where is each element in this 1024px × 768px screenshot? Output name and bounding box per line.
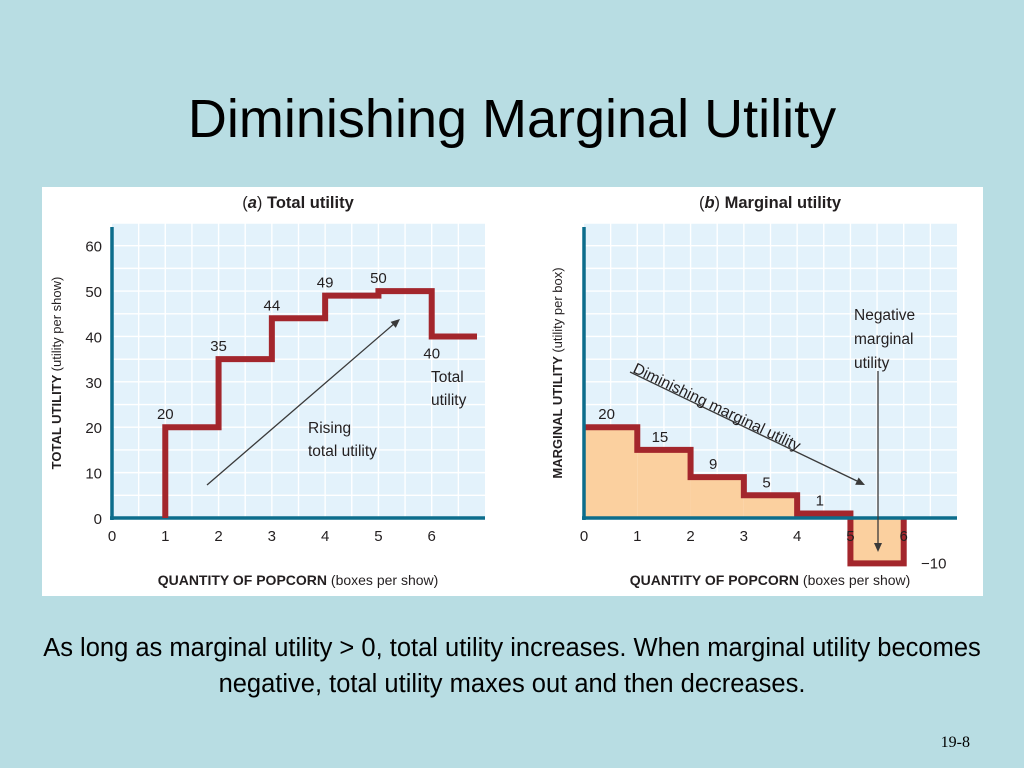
rising-total-utility-label-line-2: total utility [308, 443, 377, 460]
marginal-utility-data-label: 9 [709, 456, 717, 473]
total-utility-x-tick: 3 [268, 528, 276, 545]
marginal-utility-x-tick: 4 [793, 528, 801, 545]
total-utility-data-label: 40 [423, 345, 440, 362]
marginal-utility-data-label: 15 [652, 429, 669, 446]
total-utility-x-tick: 1 [161, 528, 169, 545]
diminishing-arrow-shaft [629, 371, 858, 482]
total-utility-y-tick: 40 [85, 329, 102, 346]
page-number: 19-8 [940, 734, 970, 751]
marginal-utility-x-label: QUANTITY OF POPCORN (boxes per show) [630, 572, 911, 588]
total-utility-y-tick: 10 [85, 466, 102, 483]
slide-title: Diminishing Marginal Utility [187, 89, 837, 149]
total-utility-curve-label-line-1: Total [431, 369, 464, 386]
total-utility-x-tick: 5 [374, 528, 382, 545]
total-utility-data-label: 35 [210, 338, 227, 355]
total-utility-data-label: 49 [317, 275, 334, 292]
marginal-utility-data-label: 5 [762, 474, 770, 491]
total-utility-x-tick: 6 [428, 528, 436, 545]
rising-total-utility-label-line-1: Rising [308, 420, 351, 437]
total-utility-x-tick: 4 [321, 528, 329, 545]
total-utility-x-label: QUANTITY OF POPCORN (boxes per show) [158, 572, 439, 588]
marginal-utility-bar [637, 449, 691, 518]
total-utility-title: (a) Total utility [242, 194, 354, 212]
total-utility-x-tick: 2 [214, 528, 222, 545]
total-utility-y-label: TOTAL UTILITY (utility per show) [49, 277, 64, 470]
total-utility-y-tick: 60 [85, 239, 102, 256]
rising-arrow-shaft [206, 322, 396, 486]
total-utility-y-tick: 50 [85, 284, 102, 301]
total-utility-y-tick: 20 [85, 420, 102, 437]
total-utility-data-label: 44 [264, 297, 281, 314]
negative-marginal-utility-label-line-1: Negative [854, 307, 915, 324]
rising-arrow-head [390, 319, 400, 328]
marginal-utility-x-tick: 5 [846, 528, 854, 545]
marginal-utility-data-label: −10 [921, 555, 946, 572]
negative-marginal-utility-label-line-2: marginal [854, 331, 913, 348]
diminishing-arrow-head [855, 477, 865, 485]
marginal-utility-chart: (b) Marginal utility 0 1 2 3 4 5 6 MARGINAL UTIL… [550, 194, 957, 588]
marginal-utility-title: (b) Marginal utility [699, 194, 842, 212]
total-utility-curve-label-line-2: utility [431, 392, 467, 409]
marginal-utility-bar [850, 518, 904, 564]
slide-caption: As long as marginal utility > 0, total u… [43, 634, 981, 698]
marginal-utility-x-tick: 3 [740, 528, 748, 545]
marginal-utility-series-line [584, 424, 907, 567]
total-utility-series-line [162, 288, 478, 518]
marginal-utility-bar [690, 477, 744, 518]
marginal-utility-data-label: 1 [816, 492, 824, 509]
total-utility-data-label: 50 [370, 270, 387, 287]
marginal-utility-bar [584, 427, 638, 518]
total-utility-data-label: 20 [157, 406, 174, 423]
figure-panel: (a) Total utility 0 10 20 30 40 50 60 0 1 2 3 4 5 6 TOT… [42, 187, 983, 596]
total-utility-chart: (a) Total utility 0 10 20 30 40 50 60 0 1 2 3 4 5 6 TOT… [49, 194, 485, 588]
negative-arrow-head [874, 543, 882, 552]
marginal-utility-x-tick: 2 [686, 528, 694, 545]
negative-marginal-utility-label-line-3: utility [854, 355, 890, 372]
marginal-utility-x-tick: 0 [580, 528, 588, 545]
marginal-utility-x-tick: 1 [633, 528, 641, 545]
marginal-utility-x-tick: 6 [900, 528, 908, 545]
marginal-utility-y-label: MARGINAL UTILITY (utility per box) [550, 267, 565, 478]
marginal-utility-bar [743, 495, 798, 518]
total-utility-x-tick: 0 [108, 528, 116, 545]
total-utility-y-tick: 0 [94, 511, 102, 528]
marginal-utility-data-label: 20 [598, 406, 615, 423]
total-utility-y-tick: 30 [85, 375, 102, 392]
